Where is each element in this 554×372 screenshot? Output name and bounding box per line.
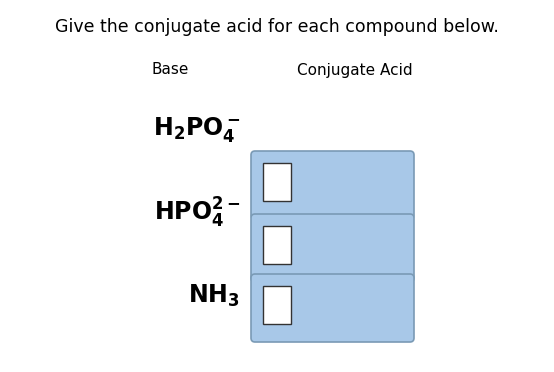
Text: Base: Base (151, 62, 189, 77)
FancyBboxPatch shape (263, 163, 291, 201)
Text: Conjugate Acid: Conjugate Acid (297, 62, 413, 77)
Text: $\mathbf{HPO_4^{2-}}$: $\mathbf{HPO_4^{2-}}$ (154, 196, 240, 230)
FancyBboxPatch shape (251, 274, 414, 342)
Text: $\mathbf{H_2PO_4^-}$: $\mathbf{H_2PO_4^-}$ (153, 115, 240, 144)
Text: Give the conjugate acid for each compound below.: Give the conjugate acid for each compoun… (55, 18, 499, 36)
FancyBboxPatch shape (251, 151, 414, 219)
FancyBboxPatch shape (263, 286, 291, 324)
Text: $\mathbf{NH_3}$: $\mathbf{NH_3}$ (188, 283, 240, 309)
FancyBboxPatch shape (251, 214, 414, 282)
FancyBboxPatch shape (263, 226, 291, 264)
